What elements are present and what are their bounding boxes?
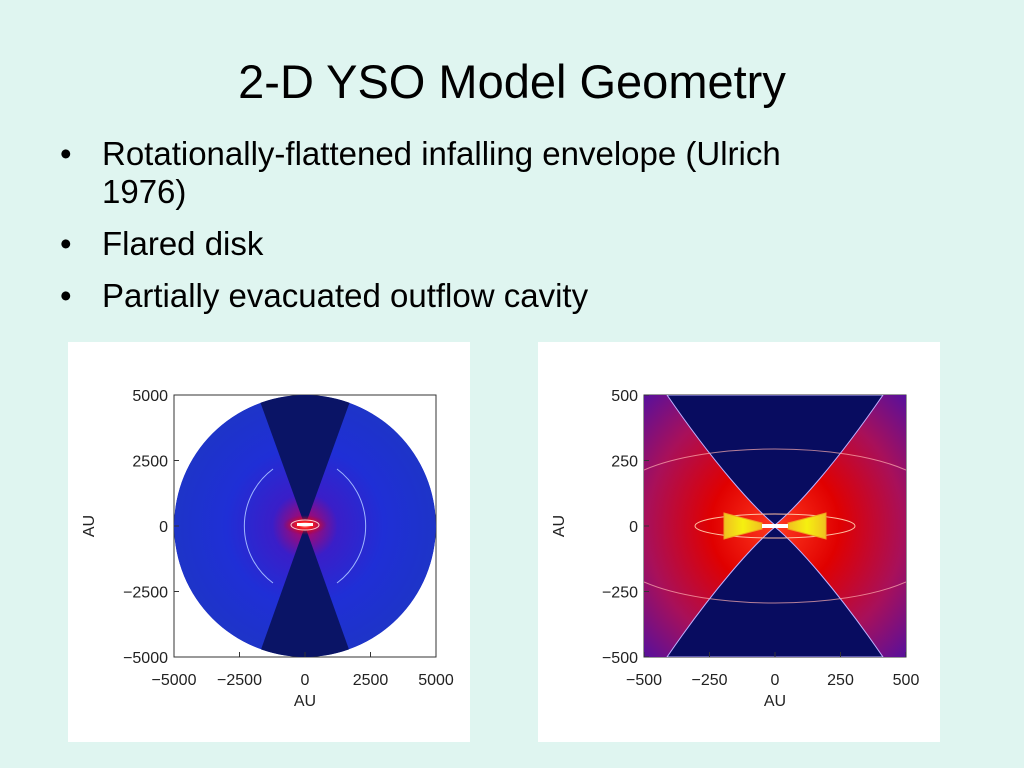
- envelope-density-figure: −5000 −2500 0 2500 5000 5000 2500 0 −2500 −5000 A…: [68, 342, 470, 742]
- outflow-cavity-top: [253, 395, 357, 526]
- y-tick-label: 500: [611, 388, 638, 405]
- flared-disk-right: [787, 512, 827, 540]
- bullet-text: Flared disk: [102, 225, 264, 262]
- x-tick-label: −500: [626, 672, 662, 689]
- x-tick-label: 2500: [353, 672, 389, 689]
- x-axis-label: AU: [294, 693, 316, 710]
- outflow-cavity-bottom: [253, 526, 357, 657]
- x-tick-label: −250: [691, 672, 727, 689]
- bullet-text: Partially evacuated outflow cavity: [102, 277, 589, 314]
- flared-disk-left: [723, 512, 763, 540]
- y-tick-label: −5000: [123, 650, 168, 667]
- y-tick-label: 0: [629, 519, 638, 536]
- density-contour-top: [644, 448, 906, 471]
- y-tick-label: −2500: [123, 585, 168, 602]
- x-tick-label: 0: [771, 672, 780, 689]
- bullet-text: Rotationally-flattened infalling envelop…: [102, 135, 781, 210]
- y-tick-label: −250: [602, 585, 638, 602]
- x-tick-label: −2500: [217, 672, 262, 689]
- bullet-item: • Flared disk: [60, 225, 862, 263]
- bullet-marker: •: [60, 135, 72, 172]
- y-tick-label: 2500: [132, 454, 168, 471]
- y-axis-label: AU: [81, 515, 98, 537]
- bullet-item: • Rotationally-flattened infalling envelo…: [60, 135, 862, 211]
- x-tick-label: 0: [301, 672, 310, 689]
- envelope-density-plot: −5000 −2500 0 2500 5000 5000 2500 0 −2500 −5000 A…: [81, 388, 454, 710]
- y-tick-label: 250: [611, 454, 638, 471]
- y-tick-label: −500: [602, 650, 638, 667]
- disk-density-figure: −500 −250 0 250 500 500 250 0 −250 −500 AU AU: [538, 342, 940, 742]
- bullet-marker: •: [60, 225, 72, 262]
- x-tick-label: 500: [893, 672, 920, 689]
- disk-density-plot: −500 −250 0 250 500 500 250 0 −250 −500 AU AU: [551, 388, 920, 710]
- bullet-item: • Partially evacuated outflow cavity: [60, 277, 862, 315]
- slide-title: 2-D YSO Model Geometry: [238, 55, 786, 108]
- central-disk: [297, 523, 313, 526]
- disk-contour: [694, 513, 856, 539]
- x-tick-label: 5000: [418, 672, 454, 689]
- y-tick-label: 0: [159, 519, 168, 536]
- bullet-list: • Rotationally-flattened infalling envelo…: [60, 135, 862, 329]
- y-axis-label: AU: [551, 515, 568, 537]
- disk-center: [762, 524, 788, 528]
- density-contour-bottom: [644, 581, 906, 604]
- bullet-marker: •: [60, 277, 72, 314]
- density-contour-left: [243, 468, 274, 584]
- density-contour-right: [336, 468, 367, 584]
- x-tick-label: 250: [827, 672, 854, 689]
- x-axis-label: AU: [764, 693, 786, 710]
- x-tick-label: −5000: [152, 672, 197, 689]
- y-tick-label: 5000: [132, 388, 168, 405]
- core-contour: [290, 519, 320, 531]
